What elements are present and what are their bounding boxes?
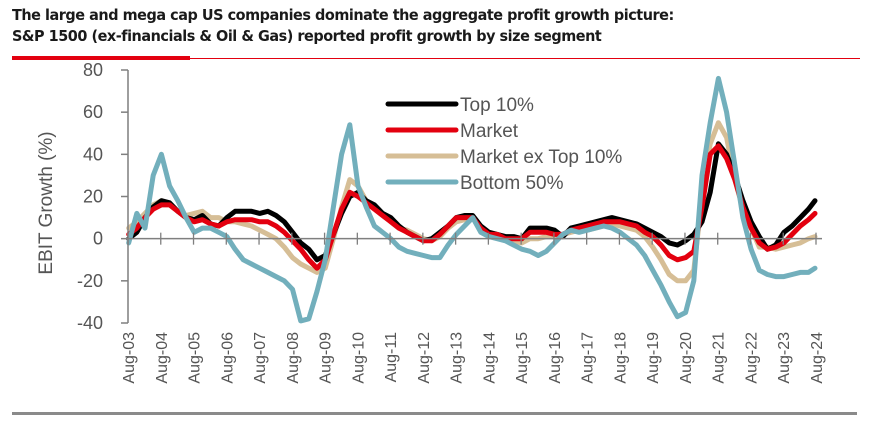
x-tick-label: Aug-11 [383, 332, 400, 383]
y-tick-label: 60 [83, 102, 103, 122]
y-tick-label: 20 [83, 187, 103, 207]
x-tick-label: Aug-14 [481, 332, 498, 384]
series-line-bottom-50 [126, 75, 818, 324]
legend: Top 10% Market Market ex Top 10% Bottom 50% [385, 95, 622, 194]
x-tick-label: Aug-03 [121, 332, 138, 384]
title-line-2: S&P 1500 (ex-financials & Oil & Gas) rep… [12, 27, 602, 45]
legend-label: Market [460, 121, 519, 142]
x-tick-label: Aug-15 [514, 332, 531, 384]
y-tick-label: 80 [83, 60, 103, 80]
x-tick-label: Aug-08 [285, 332, 302, 384]
legend-label: Top 10% [460, 95, 534, 116]
y-tick-label: -20 [77, 271, 103, 291]
title-line-1: The large and mega cap US companies domi… [12, 6, 674, 24]
title-rule [190, 58, 860, 59]
x-tick-label: Aug-17 [580, 332, 597, 384]
x-tick-label: Aug-10 [350, 332, 367, 384]
x-tick-label: Aug-16 [547, 332, 564, 384]
legend-label: Market ex Top 10% [460, 147, 622, 168]
x-tick-label: Aug-22 [743, 332, 760, 384]
x-tick-label: Aug-06 [219, 332, 236, 384]
title-accent-rule [12, 56, 190, 60]
x-tick-label: Aug-13 [449, 332, 466, 384]
x-tick-label: Aug-23 [776, 332, 793, 384]
x-tick-label: Aug-24 [809, 332, 826, 384]
x-tick-label: Aug-21 [711, 332, 728, 384]
y-axis-title: EBIT Growth (%) [36, 131, 57, 274]
x-tick-label: Aug-07 [252, 332, 269, 384]
x-tick-label: Aug-18 [612, 332, 629, 384]
chart-title: The large and mega cap US companies domi… [12, 5, 674, 47]
footer-rule [12, 412, 857, 415]
x-tick-label: Aug-12 [416, 332, 433, 384]
axes-layer: 80 60 40 20 0 -20 -40 Aug-03 Aug-04 Aug-05 Aug-06 A… [77, 60, 826, 384]
legend-label: Bottom 50% [460, 173, 564, 194]
series-layer [126, 75, 818, 324]
y-tick-label: 40 [83, 144, 103, 164]
x-tick-label: Aug-09 [318, 332, 335, 384]
x-tick-label: Aug-19 [645, 332, 662, 384]
x-tick-label: Aug-20 [678, 332, 695, 384]
y-tick-label: -40 [77, 313, 103, 333]
y-tick-label: 0 [93, 229, 103, 249]
x-tick-label: Aug-05 [187, 332, 204, 384]
x-tick-label: Aug-04 [154, 332, 171, 384]
